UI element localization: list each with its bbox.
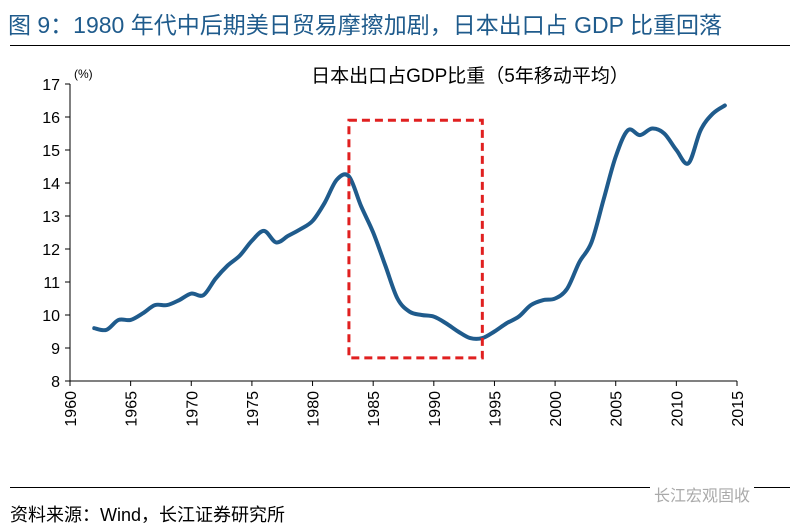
x-tick-label: 1985: [366, 391, 383, 427]
chart-title: 日本出口占GDP比重（5年移动平均）: [311, 65, 629, 87]
y-tick-label: 11: [43, 275, 60, 292]
x-tick-label: 1975: [245, 391, 262, 427]
y-tick-label: 12: [42, 242, 60, 259]
y-tick-label: 9: [51, 341, 60, 358]
y-tick-label: 14: [42, 176, 60, 193]
x-tick-label: 1970: [184, 391, 201, 427]
x-tick-label: 1995: [487, 391, 504, 427]
x-tick-label: 2000: [548, 391, 565, 427]
x-tick-label: 1965: [124, 391, 141, 427]
x-tick-label: 2015: [730, 391, 747, 427]
x-tick-label: 1960: [63, 391, 80, 427]
y-tick-label: 17: [42, 77, 60, 94]
y-tick-label: 16: [42, 110, 60, 127]
figure-title: 图 9：1980 年代中后期美日贸易摩擦加剧，日本出口占 GDP 比重回落: [8, 12, 722, 38]
bottom-divider: [10, 487, 790, 488]
top-divider: [10, 45, 790, 46]
y-tick-label: 10: [42, 308, 60, 325]
y-axis-unit: (%): [74, 67, 93, 81]
x-tick-label: 2010: [669, 391, 686, 427]
y-tick-label: 8: [51, 374, 60, 391]
y-tick-label: 13: [42, 209, 60, 226]
x-tick-label: 1980: [306, 391, 323, 427]
x-tick-label: 2005: [609, 391, 626, 427]
watermark: 长江宏观固收: [650, 482, 755, 506]
series-line: [92, 103, 727, 341]
highlight-box: [347, 118, 484, 360]
y-tick-label: 15: [42, 143, 60, 160]
x-tick-label: 1990: [427, 391, 444, 427]
source-note: 资料来源：Wind，长江证券研究所: [10, 505, 286, 525]
